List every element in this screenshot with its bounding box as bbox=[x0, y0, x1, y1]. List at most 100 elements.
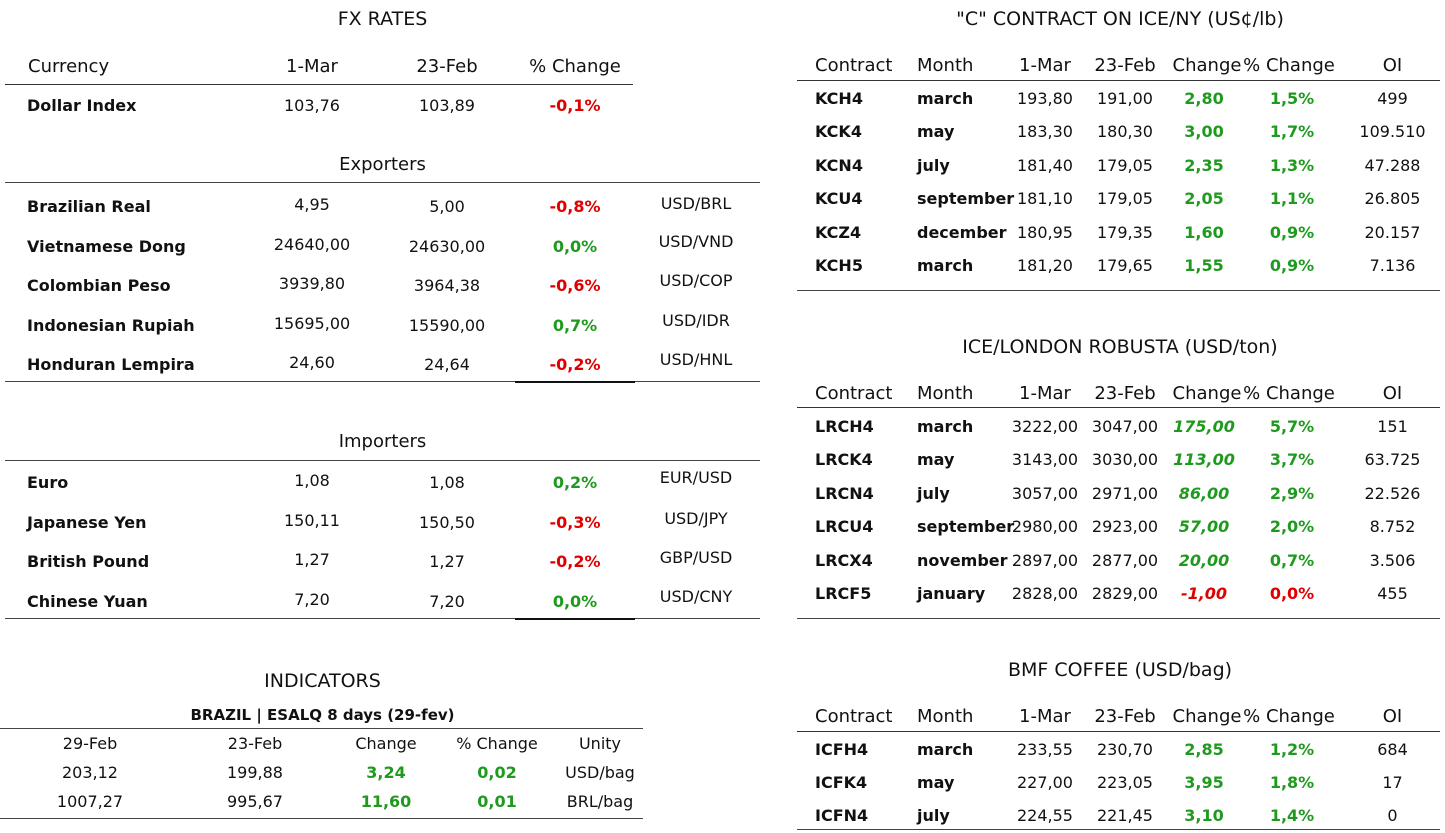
open-interest: 499 bbox=[1355, 87, 1430, 111]
ice-london-header: Contract Month 1-Mar 23-Feb Change% Change OI bbox=[795, 381, 1445, 407]
price-current: 2897,00 bbox=[1010, 549, 1080, 573]
currency-name: Dollar Index bbox=[27, 96, 136, 115]
price-change: 175,00 bbox=[1169, 415, 1239, 439]
open-interest: 20.157 bbox=[1355, 221, 1430, 245]
currency-pair: USD/COP bbox=[636, 269, 756, 293]
contract-month: july bbox=[917, 804, 950, 828]
price-pct-change: 1,5% bbox=[1240, 87, 1344, 111]
pct-change: -0,1% bbox=[515, 96, 635, 115]
indicator-change: 11,60 bbox=[336, 790, 436, 814]
indicators-header-date2: 23-Feb bbox=[205, 732, 305, 756]
table-row: LRCK4 may 3143,00 3030,00 113,00 3,7% 63.725 bbox=[795, 448, 1445, 472]
price-change: -1,00 bbox=[1169, 582, 1239, 606]
contract-month: march bbox=[917, 87, 973, 111]
open-interest: 7.136 bbox=[1355, 254, 1430, 278]
ice-london-header-contract: Contract bbox=[815, 381, 892, 407]
fx-title: FX RATES bbox=[0, 8, 765, 30]
pct-change: -0,6% bbox=[515, 274, 635, 298]
price-current: 227,00 bbox=[1010, 771, 1080, 795]
open-interest: 8.752 bbox=[1355, 515, 1430, 539]
pct-change: -0,8% bbox=[515, 195, 635, 219]
price-previous: 3047,00 bbox=[1087, 415, 1163, 439]
pct-change: -0,2% bbox=[515, 353, 635, 377]
currency-name: Brazilian Real bbox=[27, 195, 151, 219]
rate-previous: 15590,00 bbox=[397, 314, 497, 338]
currency-pair: USD/IDR bbox=[636, 309, 756, 333]
ice-ny-table: KCH4 march 193,80 191,00 2,80 1,5% 499 KCK4 may 1… bbox=[795, 87, 1445, 287]
price-current: 3057,00 bbox=[1010, 482, 1080, 506]
price-current: 181,40 bbox=[1010, 154, 1080, 178]
indicator-pct-change: 0,02 bbox=[447, 761, 547, 785]
price-previous: 221,45 bbox=[1087, 804, 1163, 828]
price-change: 3,00 bbox=[1169, 120, 1239, 144]
contract-month: september bbox=[917, 515, 1014, 539]
rate-current: 150,11 bbox=[262, 509, 362, 533]
currency-pair: USD/CNY bbox=[636, 585, 756, 609]
price-previous: 3030,00 bbox=[1087, 448, 1163, 472]
rate-previous: 24,64 bbox=[397, 353, 497, 377]
table-row: Vietnamese Dong 24640,00 24630,00 0,0% USD/V… bbox=[0, 235, 765, 259]
currency-name: Colombian Peso bbox=[27, 274, 171, 298]
currency-name: Euro bbox=[27, 471, 68, 495]
exporters-table: Brazilian Real 4,95 5,00 -0,8% USD/BRL Vietna… bbox=[0, 195, 765, 385]
ice-ny-header-change: Change bbox=[1169, 53, 1245, 79]
currency-name: Honduran Lempira bbox=[27, 353, 195, 377]
fx-header-currency: Currency bbox=[28, 56, 109, 77]
pct-change: 0,2% bbox=[515, 471, 635, 495]
table-row: KCH4 march 193,80 191,00 2,80 1,5% 499 bbox=[795, 87, 1445, 111]
price-previous: 223,05 bbox=[1087, 771, 1163, 795]
price-previous: 179,65 bbox=[1087, 254, 1163, 278]
indicator-current: 1007,27 bbox=[40, 790, 140, 814]
indicator-current: 203,12 bbox=[40, 761, 140, 785]
contract-month: march bbox=[917, 738, 973, 762]
price-pct-change: 1,1% bbox=[1240, 187, 1344, 211]
ice-ny-header-date2: 23-Feb bbox=[1087, 53, 1163, 79]
contract-code: LRCK4 bbox=[815, 448, 873, 472]
price-current: 3143,00 bbox=[1010, 448, 1080, 472]
contract-code: ICFH4 bbox=[815, 738, 868, 762]
price-pct-change: 1,3% bbox=[1240, 154, 1344, 178]
rate-current: 1,08 bbox=[262, 469, 362, 493]
importers-title: Importers bbox=[300, 431, 465, 452]
table-row: LRCX4 november 2897,00 2877,00 20,00 0,7% 3.50… bbox=[795, 549, 1445, 573]
table-row: British Pound 1,27 1,27 -0,2% GBP/USD bbox=[0, 550, 765, 574]
price-pct-change: 0,7% bbox=[1240, 549, 1344, 573]
price-pct-change: 5,7% bbox=[1240, 415, 1344, 439]
bmf-header-oi: OI bbox=[1355, 704, 1430, 730]
contract-code: LRCH4 bbox=[815, 415, 874, 439]
contract-month: may bbox=[917, 448, 954, 472]
table-row: 1007,27 995,67 11,60 0,01 BRL/bag bbox=[0, 790, 645, 814]
ice-london-header-change: Change bbox=[1169, 381, 1245, 407]
contract-month: september bbox=[917, 187, 1014, 211]
table-row: KCN4 july 181,40 179,05 2,35 1,3% 47.288 bbox=[795, 154, 1445, 178]
open-interest: 26.805 bbox=[1355, 187, 1430, 211]
contract-month: december bbox=[917, 221, 1007, 245]
table-row: ICFN4 july 224,55 221,45 3,10 1,4% 0 bbox=[795, 804, 1445, 828]
contract-code: LRCX4 bbox=[815, 549, 873, 573]
rate-previous: 1,27 bbox=[397, 550, 497, 574]
open-interest: 3.506 bbox=[1355, 549, 1430, 573]
open-interest: 17 bbox=[1355, 771, 1430, 795]
price-pct-change: 2,0% bbox=[1240, 515, 1344, 539]
ice-london-table: LRCH4 march 3222,00 3047,00 175,00 5,7% 151 LRC… bbox=[795, 415, 1445, 615]
price-current: 193,80 bbox=[1010, 87, 1080, 111]
contract-code: KCH5 bbox=[815, 254, 863, 278]
price-previous: 2829,00 bbox=[1087, 582, 1163, 606]
contract-month: may bbox=[917, 771, 954, 795]
currency-pair: GBP/USD bbox=[636, 546, 756, 570]
price-change: 57,00 bbox=[1169, 515, 1239, 539]
indicator-unit: BRL/bag bbox=[555, 790, 645, 814]
indicators-header-date1: 29-Feb bbox=[40, 732, 140, 756]
table-row: Colombian Peso 3939,80 3964,38 -0,6% USD/COP bbox=[0, 274, 765, 298]
currency-pair: USD/BRL bbox=[636, 192, 756, 216]
price-previous: 2877,00 bbox=[1087, 549, 1163, 573]
table-row: Dollar Index 103,76 103,89 -0,1% bbox=[0, 96, 765, 120]
rate-previous: 1,08 bbox=[397, 471, 497, 495]
contract-code: KCU4 bbox=[815, 187, 863, 211]
bmf-title: BMF COFFEE (USD/bag) bbox=[795, 659, 1445, 681]
rate-current: 15695,00 bbox=[262, 312, 362, 336]
price-previous: 2923,00 bbox=[1087, 515, 1163, 539]
currency-name: Vietnamese Dong bbox=[27, 235, 186, 259]
table-row: Honduran Lempira 24,60 24,64 -0,2% USD/HNL bbox=[0, 353, 765, 377]
price-current: 183,30 bbox=[1010, 120, 1080, 144]
